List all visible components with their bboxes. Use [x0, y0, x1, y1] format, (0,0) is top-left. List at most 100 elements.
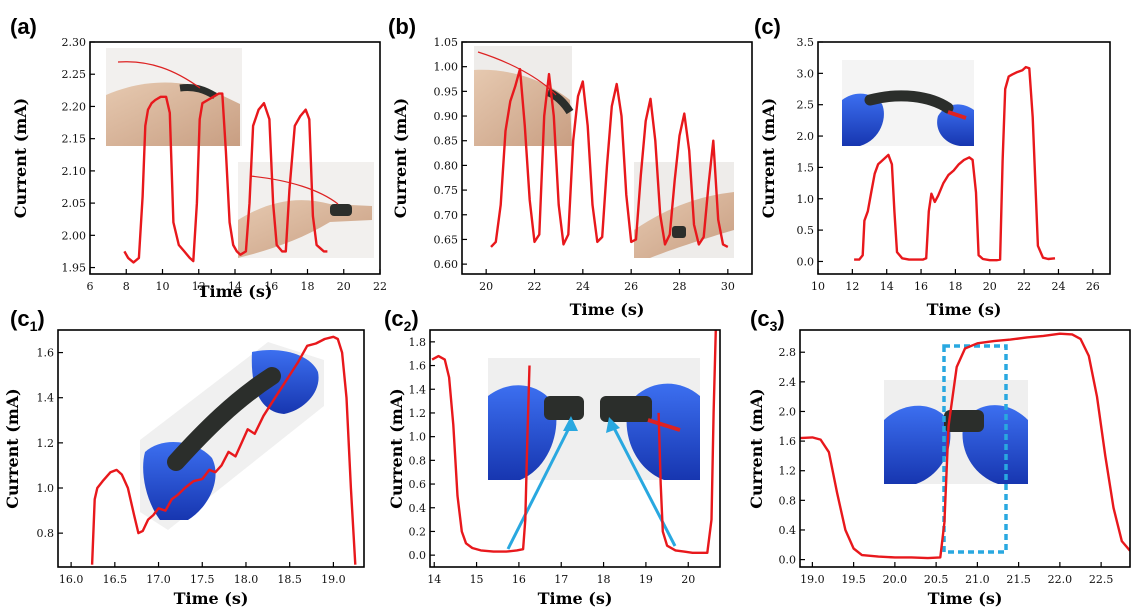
x-tick-label-a: 12 — [192, 280, 206, 293]
x-tick-label-c1: 19.0 — [321, 573, 346, 586]
x-tick-label-c2: 15 — [470, 573, 484, 586]
y-tick-label-c1: 1.6 — [37, 347, 55, 360]
y-tick-label-c: 3.0 — [797, 67, 815, 80]
inset-photo-c2 — [488, 358, 700, 480]
x-tick-label-c2: 17 — [554, 573, 568, 586]
panel-c2: (c2) — [384, 306, 700, 550]
x-tick-label-c2: 16 — [512, 573, 526, 586]
y-tick-label-c2: 0.0 — [409, 549, 427, 562]
axes-frame-c3 — [799, 329, 1131, 568]
x-tick-label-a: 18 — [301, 280, 315, 293]
x-tick-label-c: 18 — [948, 280, 962, 293]
panel-label-b: (b) — [388, 14, 416, 39]
x-tick-label-b: 20 — [479, 280, 493, 293]
arrows-c2 — [506, 416, 677, 550]
x-tick-label-c: 24 — [1051, 280, 1065, 293]
y-axis-label-a: Current (mA) — [11, 98, 30, 218]
x-tick-label-c2: 20 — [681, 573, 695, 586]
x-tick-label-c: 22 — [1017, 280, 1031, 293]
y-tick-label-c: 1.0 — [797, 193, 815, 206]
y-axis-label-c2: Current (mA) — [387, 388, 406, 508]
x-tick-label-a: 16 — [264, 280, 278, 293]
plots: 6 8 10 12 14 16 18 20 22 1.95 2.00 2.05 2.10 2.15 2.20… — [3, 36, 1131, 608]
y-tick-label-a: 2.20 — [62, 100, 87, 113]
y-tick-label-b: 0.70 — [434, 209, 459, 222]
y-tick-label-c2: 0.4 — [409, 502, 427, 515]
x-axis-label-c1: Time (s) — [174, 589, 249, 608]
x-tick-label-c1: 17.5 — [190, 573, 215, 586]
y-tick-label-c2: 1.6 — [409, 360, 427, 373]
panel-label-c2: (c2) — [384, 306, 419, 334]
y-axis-label-c: Current (mA) — [759, 98, 778, 218]
y-tick-label-c3: 0.8 — [779, 494, 797, 507]
series-line-b-0 — [490, 67, 729, 248]
arrow-left-head — [563, 416, 578, 431]
y-tick-label-b: 0.90 — [434, 110, 459, 123]
x-tick-label-c3: 19.5 — [841, 573, 866, 586]
x-axis-label-a: Time (s) — [198, 282, 273, 301]
y-tick-label-c3: 0.0 — [779, 554, 797, 567]
x-tick-label-c1: 16.5 — [103, 573, 128, 586]
y-tick-label-b: 1.05 — [434, 36, 459, 49]
chart-c1: 16.0 16.5 17.0 17.5 18.0 18.5 19.0 0.8 1.0 1.2 1.4… — [3, 329, 365, 608]
axes-frame-c2 — [429, 329, 721, 568]
x-axis-label-c3: Time (s) — [928, 589, 1003, 608]
x-tick-label-c1: 17.0 — [146, 573, 171, 586]
axes-frame-b — [461, 41, 753, 275]
x-tick-label-c3: 22.5 — [1089, 573, 1114, 586]
y-tick-label-c3: 1.6 — [779, 435, 797, 448]
y-axis-label-b: Current (mA) — [391, 98, 410, 218]
series-line-c1-0 — [90, 335, 357, 565]
chart-a: 6 8 10 12 14 16 18 20 22 1.95 2.00 2.05 2.10 2.15 2.20… — [11, 36, 387, 301]
chart-c3: 19.0 19.5 20.0 20.5 21.0 21.5 22.0 22.5 0.0 0.4 0.… — [747, 329, 1131, 608]
panel-a: (a) — [10, 14, 374, 258]
x-tick-label-b: 28 — [673, 280, 687, 293]
x-axis-label-b: Time (s) — [570, 300, 645, 319]
y-axis-label-c3: Current (mA) — [747, 388, 766, 508]
x-tick-label-c: 26 — [1086, 280, 1100, 293]
x-tick-label-b: 24 — [576, 280, 590, 293]
y-tick-label-c2: 1.2 — [409, 407, 427, 420]
y-tick-label-a: 2.25 — [62, 68, 87, 81]
x-tick-label-b: 26 — [624, 280, 638, 293]
chart-b: 20 22 24 26 28 30 0.60 0.65 0.70 0.75 0.80 0.85 0.90… — [391, 36, 753, 319]
x-tick-label-c3: 22.0 — [1048, 573, 1073, 586]
y-tick-label-c2: 0.8 — [409, 454, 427, 467]
y-tick-label-c: 0.0 — [797, 255, 815, 268]
y-tick-label-a: 2.15 — [62, 133, 87, 146]
arrow-right — [611, 425, 677, 547]
y-tick-label-a: 2.10 — [62, 165, 87, 178]
y-tick-label-b: 0.60 — [434, 258, 459, 271]
panel-label-c3: (c3) — [750, 306, 785, 334]
arrow-right-head — [606, 417, 620, 433]
y-tick-label-b: 0.85 — [434, 135, 459, 148]
y-tick-label-b: 0.95 — [434, 85, 459, 98]
panel-label-c1: (c1) — [10, 306, 45, 334]
x-tick-label-a: 10 — [156, 280, 170, 293]
y-tick-label-c1: 1.0 — [37, 482, 55, 495]
x-tick-label-c: 12 — [845, 280, 859, 293]
y-tick-label-a: 2.00 — [62, 229, 87, 242]
y-tick-label-a: 2.30 — [62, 36, 87, 49]
y-tick-label-c2: 1.0 — [409, 431, 427, 444]
y-tick-label-c1: 1.2 — [37, 437, 55, 450]
series-line-c2-1 — [657, 330, 717, 554]
x-tick-label-a: 8 — [123, 280, 130, 293]
series-line-c2-0 — [431, 354, 531, 553]
x-tick-label-c3: 20.0 — [883, 573, 908, 586]
highlight-dashed-box — [942, 344, 1008, 554]
x-tick-label-c2: 18 — [597, 573, 611, 586]
y-tick-label-c3: 2.0 — [779, 405, 797, 418]
y-tick-label-c3: 2.8 — [779, 346, 797, 359]
panel-c3: (c3) — [750, 306, 1028, 554]
x-tick-label-c3: 20.5 — [924, 573, 949, 586]
inset-photo-c3 — [884, 380, 1028, 484]
x-tick-label-a: 6 — [87, 280, 94, 293]
axes-frame-c1 — [57, 329, 365, 568]
y-tick-label-c: 2.0 — [797, 130, 815, 143]
inset-photo-a1 — [106, 48, 242, 146]
y-tick-label-c3: 0.4 — [779, 524, 797, 537]
axes-frame-c — [817, 41, 1111, 275]
inset-photo-a2 — [238, 162, 374, 258]
y-tick-label-c3: 2.4 — [779, 376, 797, 389]
